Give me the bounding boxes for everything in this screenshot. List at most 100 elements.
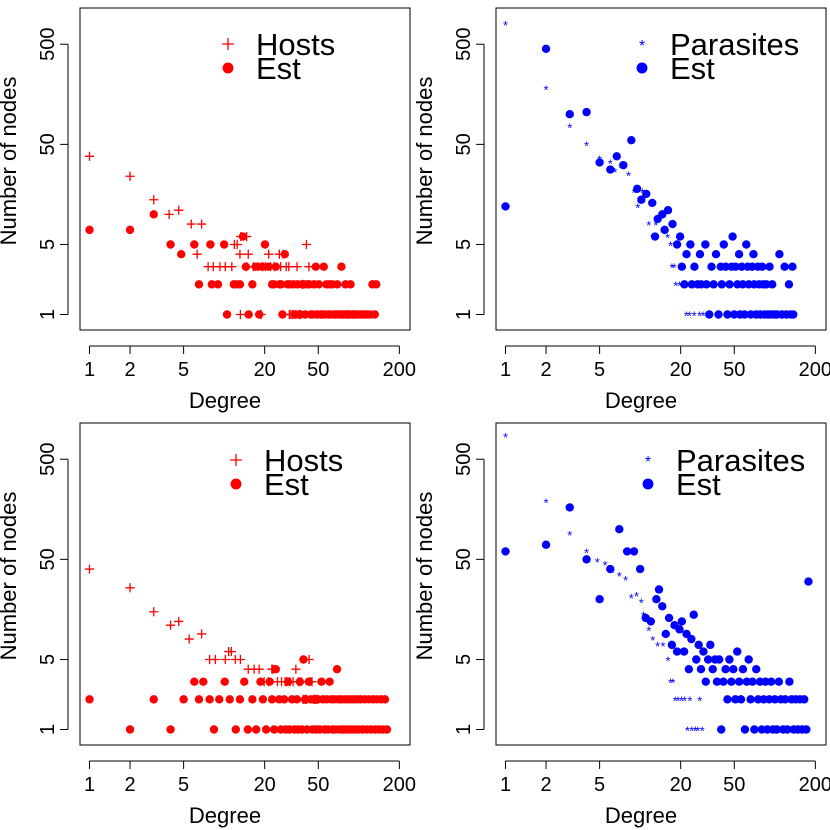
data-point: *: [503, 430, 508, 445]
data-point: [723, 310, 732, 319]
data-point: [295, 677, 305, 686]
data-point: [765, 262, 774, 271]
data-point: [672, 647, 682, 656]
x-axis: 1 2 5 20 50 200 Degree: [84, 345, 416, 413]
data-point: [768, 280, 777, 289]
data-point: *: [669, 261, 674, 276]
data-point: [177, 250, 186, 259]
data-point: [380, 695, 390, 704]
data-point: [149, 195, 159, 205]
y-tick-label: 500: [37, 443, 59, 476]
data-point: [766, 677, 776, 686]
series-est: [85, 655, 392, 734]
data-point: [703, 655, 713, 664]
data-point: [728, 232, 737, 241]
legend-label: Hosts: [264, 443, 343, 478]
data-point: *: [608, 156, 613, 171]
data-point: [304, 677, 313, 686]
x-tick-label: 50: [307, 359, 329, 381]
data-point: *: [691, 308, 696, 323]
y-tick-label: 50: [453, 548, 475, 570]
data-point: *: [687, 693, 692, 708]
data-point: [243, 725, 253, 734]
data-point: [291, 664, 301, 674]
y-tick-label: 5: [453, 239, 475, 250]
data-point: [784, 280, 794, 289]
data-point: [757, 262, 767, 271]
data-point: [227, 262, 237, 272]
data-point: [238, 232, 248, 241]
data-point: [220, 677, 229, 686]
x-axis-label: Degree: [605, 388, 677, 413]
data-point: [744, 655, 753, 664]
data-point: [632, 184, 642, 193]
data-point: [370, 310, 379, 319]
x-axis: 1 2 5 20 50 200 Degree: [500, 345, 830, 413]
data-point: [186, 219, 196, 229]
data-point: *: [544, 83, 549, 98]
x-tick-label: 1: [500, 774, 511, 796]
data-point: [721, 665, 730, 674]
x-axis: 1 2 5 20 50 200 Degree: [500, 760, 830, 828]
data-point: [612, 152, 621, 161]
data-point: [740, 725, 750, 734]
series-parasites: *******************************: [503, 430, 705, 738]
series-est: [501, 44, 798, 319]
x-axis: 1 2 5 20 50 200 Degree: [84, 760, 416, 828]
data-point: [292, 262, 302, 272]
data-point: [565, 110, 574, 119]
data-point: [687, 634, 696, 644]
data-point: [735, 677, 744, 686]
data-point: *: [695, 723, 700, 738]
data-point: [251, 262, 260, 271]
data-point: [740, 310, 749, 319]
data-point: [254, 664, 264, 674]
data-point: [627, 136, 636, 145]
data-point: [248, 280, 257, 289]
data-point: [788, 262, 797, 271]
plot-frame: [495, 422, 827, 746]
data-point: *: [639, 595, 644, 610]
y-tick-label: 50: [453, 133, 475, 155]
data-point: [677, 617, 687, 626]
data-point: [748, 677, 757, 686]
data-point: [717, 280, 727, 289]
data-point: [708, 665, 717, 674]
data-point: *: [672, 261, 677, 276]
x-tick-label: 2: [124, 359, 135, 381]
data-point: [85, 695, 94, 704]
data-point: [606, 564, 615, 574]
data-point: *: [634, 589, 639, 604]
data-point: [719, 677, 728, 686]
data-point: [719, 240, 728, 249]
y-tick-label: 5: [453, 654, 475, 665]
data-point: [166, 240, 175, 249]
y-tick-label: 50: [37, 133, 59, 155]
data-point: [714, 655, 724, 664]
data-point: [501, 202, 510, 211]
data-point: [635, 564, 645, 574]
data-point: *: [626, 169, 631, 184]
legend-label: Est: [264, 467, 309, 502]
data-point: [252, 725, 261, 734]
data-point: [332, 665, 342, 674]
data-point: [276, 280, 286, 289]
data-point: [752, 665, 761, 674]
x-axis-label: Degree: [605, 803, 677, 828]
data-point: [780, 262, 789, 271]
data-point: *: [670, 676, 675, 691]
data-point: [226, 646, 236, 657]
data-point: [541, 540, 551, 549]
data-point: [280, 250, 289, 259]
panel-3: 1 2 5 20 50 200 Degree 1 5 50 500 Number of nodes Ho…: [0, 422, 416, 828]
data-point: *: [700, 308, 705, 323]
data-point: *: [629, 591, 634, 606]
data-point: [179, 695, 188, 704]
data-point: [737, 262, 746, 271]
data-point: [264, 249, 274, 259]
data-point: [301, 239, 311, 250]
panel-1: 1 2 5 20 50 200 Degree 1 5 50 500 Number of nodes Ho…: [0, 7, 416, 413]
data-point: [675, 625, 684, 634]
y-axis-label: Number of nodes: [412, 77, 437, 246]
data-point: [762, 280, 771, 289]
